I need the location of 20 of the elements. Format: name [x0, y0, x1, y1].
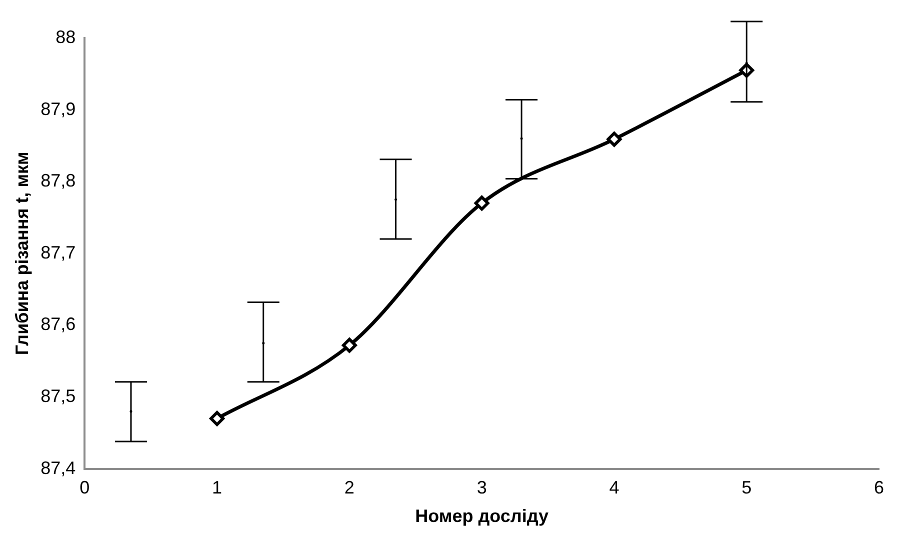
point — [210, 411, 225, 426]
y-axis-title: Глибина різання t, мкм — [12, 152, 32, 356]
y-tick-label: 87,5 — [40, 386, 76, 406]
y-tick-label: 87,6 — [40, 314, 76, 334]
x-tick-label: 2 — [344, 478, 354, 498]
x-axis-title: Номер досліду — [415, 506, 549, 526]
x-tick-label: 1 — [212, 478, 222, 498]
y-tick-label: 87,4 — [40, 458, 76, 478]
y-tick-label: 87,9 — [40, 98, 76, 119]
point — [342, 338, 357, 353]
x-tick-label: 4 — [609, 478, 620, 498]
point — [606, 132, 622, 147]
x-tick-label: 3 — [476, 478, 487, 498]
y-tick-label: 87,8 — [40, 170, 76, 191]
x-tick-label: 0 — [80, 478, 90, 498]
x-tick-label: 6 — [874, 478, 884, 498]
x-tick-label: 5 — [742, 478, 752, 498]
point — [474, 196, 490, 211]
y-tick-label: 87,7 — [40, 242, 76, 262]
y-tick-label: 88 — [56, 26, 76, 47]
